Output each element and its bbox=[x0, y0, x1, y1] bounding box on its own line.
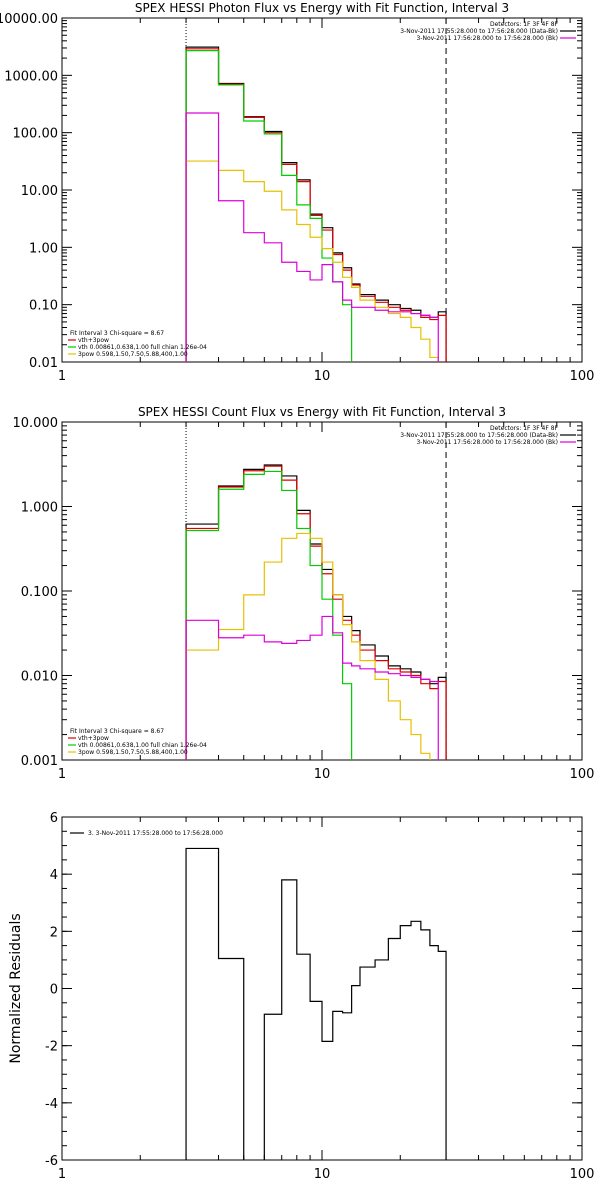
y-tick-label: 1.00 bbox=[29, 241, 58, 256]
header-legend-text: 3-Nov-2011 17:56:28.000 to 17:56:28.000 … bbox=[416, 35, 558, 42]
series-line-1 bbox=[185, 46, 447, 362]
series-line-1 bbox=[185, 464, 447, 760]
fit-legend-text: Fit Interval 3 Chi-square = 8.67 bbox=[70, 728, 164, 735]
series-line-1 bbox=[185, 847, 447, 1160]
y-tick-label: 100.00 bbox=[13, 127, 59, 142]
y-tick-label: 4 bbox=[50, 868, 58, 883]
y-tick-label: 1000.00 bbox=[4, 69, 58, 84]
series-group bbox=[185, 847, 447, 1160]
x-tick-label: 100 bbox=[570, 369, 595, 384]
header-legend-text: Detectors: 1F 3F 4F 8F bbox=[490, 425, 559, 432]
x-tick-label: 1 bbox=[58, 1167, 66, 1182]
header-legend-text: 3-Nov-2011 17:55:28.000 to 17:56:28.000 … bbox=[400, 432, 558, 439]
series-line-4 bbox=[185, 532, 431, 760]
y-tick-label: 1.000 bbox=[21, 501, 58, 516]
chart-panel-2: SPEX HESSI Count Flux vs Energy with Fit… bbox=[13, 405, 595, 782]
series-line-4 bbox=[185, 160, 439, 362]
fit-legend-text: vth+3pow bbox=[78, 337, 109, 344]
legend-text: 3. 3-Nov-2011 17:55:28.000 to 17:56:28.0… bbox=[88, 830, 223, 837]
y-tick-label: 0.010 bbox=[21, 670, 58, 685]
chart-title: SPEX HESSI Count Flux vs Energy with Fit… bbox=[138, 405, 506, 419]
x-tick-label: 10 bbox=[314, 369, 331, 384]
series-line-5 bbox=[185, 615, 439, 760]
header-legend-text: 3-Nov-2011 17:56:28.000 to 17:56:28.000 … bbox=[416, 439, 558, 446]
chart-panel-1: SPEX HESSI Photon Flux vs Energy with Fi… bbox=[0, 1, 594, 384]
fit-legend-text: 3pow 0.598,1.50,7.50,5.88,400,1.00 bbox=[78, 749, 188, 756]
x-tick-label: 10 bbox=[314, 1167, 331, 1182]
y-tick-label: 10.000 bbox=[13, 416, 59, 431]
fit-legend-text: Fit Interval 3 Chi-square = 8.67 bbox=[70, 330, 164, 337]
x-tick-label: 100 bbox=[570, 767, 595, 782]
header-legend-text: 3-Nov-2011 17:55:28.000 to 17:56:28.000 … bbox=[400, 28, 558, 35]
fit-legend-text: 3pow 0.598,1.50,7.50,5.88,400,1.00 bbox=[78, 351, 188, 358]
chart-title: SPEX HESSI Photon Flux vs Energy with Fi… bbox=[135, 1, 509, 15]
y-tick-label: -6 bbox=[45, 1154, 58, 1169]
y-tick-label: 0.10 bbox=[29, 299, 58, 314]
y-tick-label: 0 bbox=[50, 983, 58, 998]
y-tick-label: 0.001 bbox=[21, 754, 58, 769]
y-tick-label: -4 bbox=[45, 1097, 58, 1112]
y-tick-label: 6 bbox=[50, 811, 58, 826]
plot-frame bbox=[61, 17, 583, 363]
chart-panel-3: 1 10 100 -6 -4 -2 0 2 4 6 Normalized Residuals 3. 3… bbox=[8, 811, 594, 1182]
series-line-3 bbox=[185, 470, 353, 760]
y-tick-label: 10.00 bbox=[21, 184, 58, 199]
plot-frame bbox=[61, 816, 583, 1161]
y-tick-label: -2 bbox=[45, 1040, 58, 1055]
fit-legend-text: vth 0.00861,0.638,1.00 full chian 1.26e-… bbox=[78, 344, 207, 351]
fit-legend-text: vth+3pow bbox=[78, 735, 109, 742]
y-tick-label: 2 bbox=[50, 925, 58, 940]
series-group bbox=[185, 46, 447, 362]
series-line-2 bbox=[185, 48, 447, 362]
y-tick-label: 10000.00 bbox=[0, 12, 58, 27]
header-legend-text: Detectors: 1F 3F 4F 8F bbox=[490, 21, 559, 28]
series-line-3 bbox=[185, 50, 353, 362]
x-tick-label: 1 bbox=[58, 767, 66, 782]
x-tick-label: 1 bbox=[58, 369, 66, 384]
y-tick-label: 0.100 bbox=[21, 585, 58, 600]
x-tick-label: 10 bbox=[314, 767, 331, 782]
series-line-2 bbox=[185, 465, 447, 760]
fit-legend-text: vth 0.00861,0.638,1.00 full chian 1.26e-… bbox=[78, 742, 207, 749]
y-axis-label: Normalized Residuals bbox=[8, 913, 24, 1063]
series-group bbox=[185, 464, 447, 760]
y-tick-label: 0.01 bbox=[29, 356, 58, 371]
series-line-5 bbox=[185, 112, 439, 362]
x-tick-label: 100 bbox=[570, 1167, 595, 1182]
